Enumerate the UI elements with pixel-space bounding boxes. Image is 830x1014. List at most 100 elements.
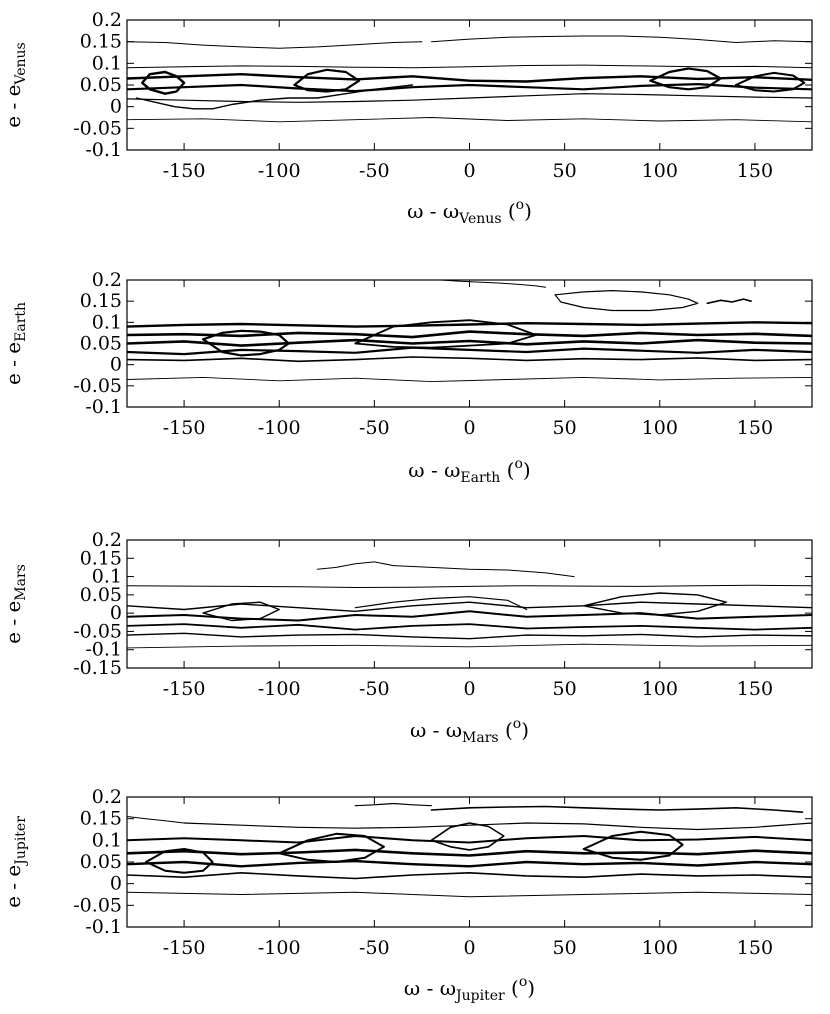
trace-4 xyxy=(127,610,812,622)
trace-6 xyxy=(127,859,812,868)
traces xyxy=(127,561,812,649)
trace-10 xyxy=(649,67,722,91)
x-axis-label-close: ) xyxy=(521,718,529,742)
x-axis-label-prefix: ω - ω xyxy=(408,458,460,482)
x-axis-label-prefix: ω - ω xyxy=(410,718,462,742)
traces xyxy=(127,802,812,898)
trace-9 xyxy=(293,68,361,93)
trace-5 xyxy=(127,338,812,347)
trace-0 xyxy=(127,41,423,49)
trace-0 xyxy=(316,561,394,570)
y-tick-label: 0.1 xyxy=(92,52,122,74)
y-tick-label: 0.2 xyxy=(92,269,122,291)
y-tick-label: 0.15 xyxy=(80,808,122,830)
x-tick-label: 50 xyxy=(553,937,577,959)
x-tick-label: 0 xyxy=(463,160,475,182)
y-tick-label: 0 xyxy=(110,354,122,376)
trace-7 xyxy=(127,356,812,363)
trace-2 xyxy=(127,816,185,824)
x-tick-label: 50 xyxy=(553,160,577,182)
x-tick-label: -150 xyxy=(163,937,206,959)
y-tick-label: -0.1 xyxy=(85,139,122,161)
y-axis-label: e - eEarth xyxy=(1,302,29,385)
panel-earth: -150 -100 -50 0 50 100 150-0.1-0.0500.050.10.1… xyxy=(1,269,813,486)
x-axis-label-prefix: ω - ω xyxy=(404,976,456,1000)
y-tick-label: -0.05 xyxy=(73,375,122,397)
x-tick-label: -100 xyxy=(258,937,301,959)
y-tick-label: -0.05 xyxy=(73,894,122,916)
trace-8 xyxy=(127,891,812,898)
trace-7 xyxy=(127,117,812,123)
y-tick-label: 0.1 xyxy=(92,566,122,588)
x-tick-label: -50 xyxy=(359,417,390,439)
y-tick-label: 0.15 xyxy=(80,547,122,569)
trace-10 xyxy=(430,822,505,851)
x-axis-label-unit: ( xyxy=(505,976,519,1000)
trace-8 xyxy=(354,596,528,611)
y-tick-label: 0 xyxy=(110,602,122,624)
x-tick-label: -50 xyxy=(359,937,390,959)
y-axis-label: e - eJupiter xyxy=(1,816,29,908)
x-axis-label-unit: ( xyxy=(502,199,516,223)
y-axis-label: e - eVenus xyxy=(1,42,29,127)
y-tick-label: 0.2 xyxy=(92,9,122,31)
trace-6 xyxy=(127,346,812,356)
x-axis-label-close: ) xyxy=(527,976,535,1000)
trace-1 xyxy=(392,565,575,578)
trace-1 xyxy=(430,805,804,813)
y-tick-label: -0.1 xyxy=(85,639,122,661)
x-tick-label: 150 xyxy=(737,417,773,439)
y-axis-label-sub: Mars xyxy=(13,564,29,601)
trace-5 xyxy=(127,848,812,857)
trace-6 xyxy=(127,93,812,103)
panel-jupiter: -150 -100 -50 0 50 100 150-0.1-0.0500.050.10.1… xyxy=(1,786,813,1004)
trace-5 xyxy=(127,623,812,631)
y-tick-label: -0.1 xyxy=(85,396,122,418)
x-axis-label-close: ) xyxy=(524,199,532,223)
trace-9 xyxy=(278,832,385,863)
x-axis-label-prefix: ω - ω xyxy=(407,199,459,223)
trace-10 xyxy=(202,601,280,622)
x-tick-label: -150 xyxy=(163,417,206,439)
y-axis-label-prefix: e - e xyxy=(1,85,25,128)
x-tick-label: -150 xyxy=(163,678,206,700)
x-tick-label: 100 xyxy=(642,160,678,182)
y-tick-label: 0.05 xyxy=(80,851,122,873)
y-tick-label: 0.1 xyxy=(92,829,122,851)
x-tick-label: 150 xyxy=(737,937,773,959)
trace-2 xyxy=(127,584,812,588)
x-tick-label: 150 xyxy=(737,160,773,182)
y-tick-label: 0.2 xyxy=(92,786,122,808)
x-axis-label-degree: o xyxy=(519,974,527,990)
x-tick-label: 100 xyxy=(642,678,678,700)
trace-0 xyxy=(354,802,432,807)
x-axis-label-unit: ( xyxy=(499,718,513,742)
traces xyxy=(127,280,812,383)
x-tick-label: -150 xyxy=(163,160,206,182)
y-axis-label-sub: Earth xyxy=(13,302,29,342)
trace-3 xyxy=(127,601,812,612)
x-tick-label: -100 xyxy=(258,678,301,700)
trace-4 xyxy=(127,83,812,93)
x-axis-label-sub: Mars xyxy=(462,730,499,746)
trace-7 xyxy=(127,872,812,880)
y-tick-label: 0.15 xyxy=(80,290,122,312)
y-tick-label: 0.1 xyxy=(92,311,122,333)
x-axis-label-sub: Earth xyxy=(460,470,500,486)
x-tick-label: 50 xyxy=(553,417,577,439)
y-tick-label: 0.05 xyxy=(80,74,122,96)
trace-5 xyxy=(135,84,414,110)
y-tick-label: -0.05 xyxy=(73,620,122,642)
x-tick-label: -100 xyxy=(258,160,301,182)
trace-2 xyxy=(127,64,812,69)
x-tick-label: 100 xyxy=(642,417,678,439)
x-axis-label-close: ) xyxy=(523,458,531,482)
x-tick-label: 100 xyxy=(642,937,678,959)
x-tick-label: 0 xyxy=(463,937,475,959)
y-tick-label: 0.15 xyxy=(80,31,122,53)
trace-9 xyxy=(354,319,537,349)
trace-11 xyxy=(734,71,806,93)
panel-mars: -150 -100 -50 0 50 100 150-0.15-0.1-0.0500.050… xyxy=(1,529,813,746)
trace-1 xyxy=(554,290,699,312)
